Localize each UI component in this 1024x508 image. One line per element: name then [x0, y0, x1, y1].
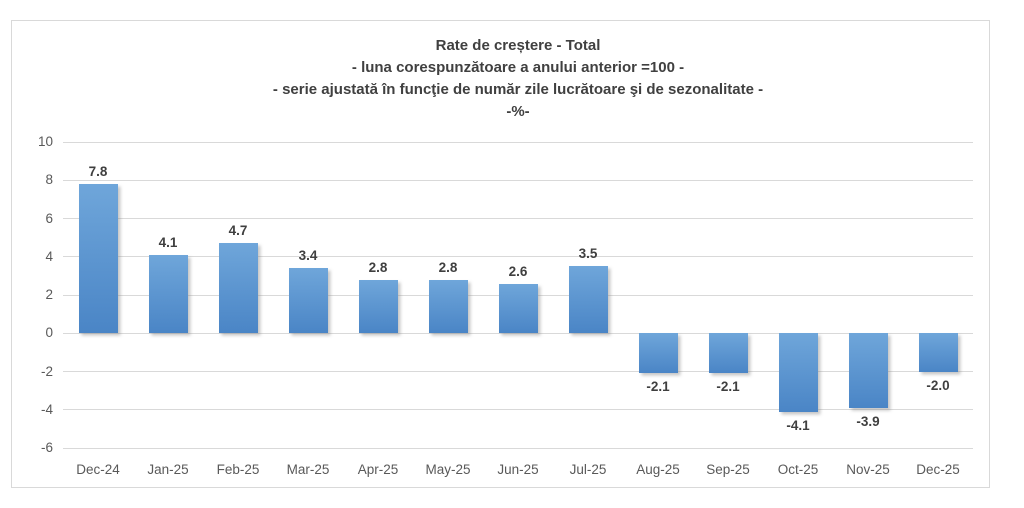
y-axis-tick-label: -2	[40, 363, 53, 379]
y-axis-tick-label: 0	[45, 325, 53, 341]
gridline	[63, 141, 973, 143]
bar	[918, 333, 958, 372]
chart-frame: Rate de creștere - Total - luna corespun…	[11, 20, 990, 488]
x-axis-label: May-25	[425, 462, 471, 477]
gridline	[63, 256, 973, 258]
x-axis-label: Jul-25	[569, 462, 607, 477]
bar-value-label: 4.7	[228, 223, 248, 239]
bar-value-label: -4.1	[786, 417, 810, 433]
bar	[568, 266, 608, 334]
x-axis-label: Nov-25	[846, 462, 890, 477]
bar-value-label: 2.8	[368, 259, 388, 275]
bar-value-label: -2.0	[926, 377, 950, 393]
gridline	[63, 447, 973, 449]
x-axis-label: Dec-25	[916, 462, 960, 477]
gridline	[63, 218, 973, 219]
bar	[218, 243, 258, 334]
bar	[358, 279, 398, 334]
chart-title-line-1: Rate de creștere - Total	[435, 37, 601, 54]
chart-title-line-2: - luna corespunzătoare a anului anterior…	[351, 59, 685, 76]
bar	[708, 333, 748, 374]
bar-value-label: 2.6	[508, 263, 528, 279]
bar-value-label: 7.8	[88, 164, 108, 180]
bar	[498, 283, 538, 334]
x-axis-label: Oct-25	[777, 462, 819, 477]
chart-title-line-4: -%-	[506, 103, 530, 120]
chart-title-block: Rate de creștere - Total - luna corespun…	[63, 35, 973, 123]
bar	[638, 333, 678, 374]
bar	[848, 333, 888, 408]
y-axis-tick-label: 2	[45, 287, 53, 302]
x-axis-label: Mar-25	[286, 462, 330, 477]
bar-value-label: 2.8	[438, 259, 458, 275]
bar	[148, 254, 188, 334]
bar-value-label: -3.9	[856, 413, 880, 429]
bar-value-label: -2.1	[646, 379, 670, 395]
bar	[428, 279, 468, 334]
y-axis-tick-label: 10	[37, 134, 53, 149]
bar-value-label: -2.1	[716, 379, 740, 395]
gridline	[63, 409, 973, 411]
bar	[288, 268, 328, 334]
x-axis-label: Jun-25	[497, 462, 539, 477]
chart-title-line-3: - serie ajustată în funcţie de număr zil…	[272, 81, 764, 98]
x-axis-label: Feb-25	[216, 462, 260, 477]
bar	[778, 333, 818, 412]
y-axis-tick-label: 6	[45, 210, 53, 226]
bar-value-label: 4.1	[158, 234, 178, 250]
y-axis-tick-label: 4	[45, 248, 53, 264]
bar-value-label: 3.4	[298, 248, 318, 264]
gridline	[63, 371, 973, 372]
x-axis-label: Dec-24	[76, 462, 120, 477]
y-axis-tick-label: -4	[40, 401, 53, 417]
gridline	[63, 332, 973, 334]
y-axis-tick-label: -6	[40, 440, 53, 455]
x-axis-label: Sep-25	[706, 462, 750, 477]
bar	[78, 184, 118, 334]
x-axis-label: Aug-25	[636, 462, 680, 477]
gridline	[63, 179, 973, 181]
plot-area: 10 8 6 4 2 0 -2 -4 -6 7.8 Dec-24 4.1 Jan-25 4.7 Feb-25…	[38, 134, 973, 477]
x-axis-label: Jan-25	[147, 462, 189, 477]
x-axis-label: Apr-25	[357, 462, 399, 477]
y-axis-tick-label: 8	[45, 172, 53, 188]
bar-value-label: 3.5	[578, 246, 598, 262]
